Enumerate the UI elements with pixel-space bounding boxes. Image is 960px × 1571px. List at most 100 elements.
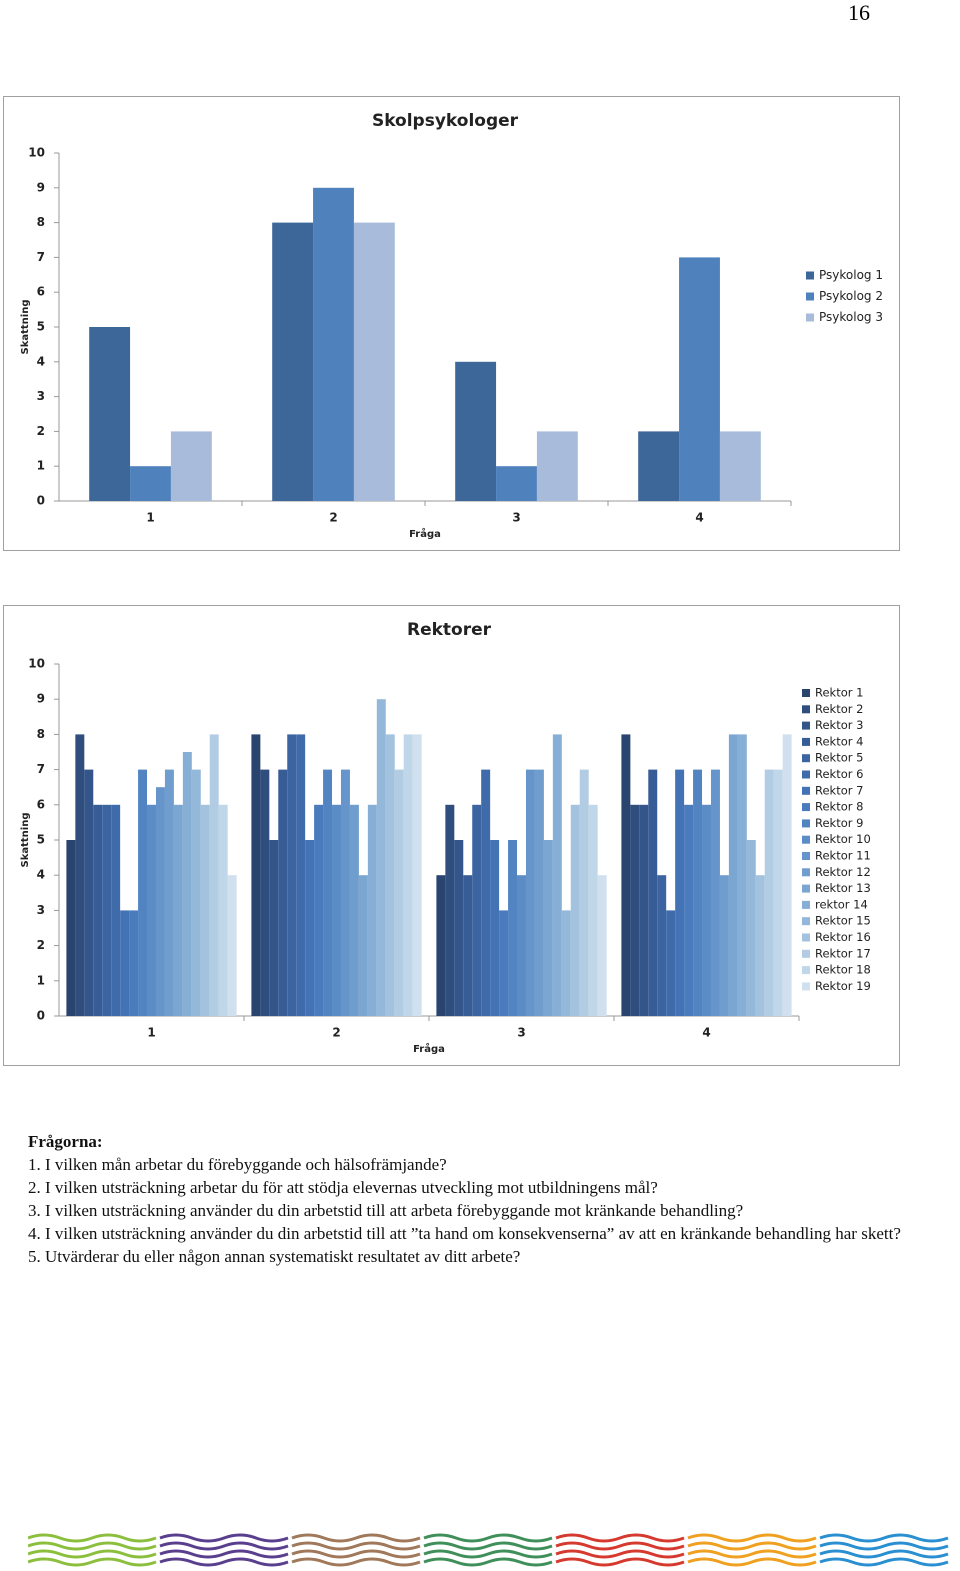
question: 1. I vilken mån arbetar du förebyggande … xyxy=(28,1155,447,1174)
legend-swatch xyxy=(802,949,810,958)
legend-label: Rektor 6 xyxy=(815,767,863,781)
bar xyxy=(173,804,183,1016)
y-tick-label: 4 xyxy=(37,354,45,368)
bar xyxy=(588,804,598,1016)
bar xyxy=(597,875,607,1016)
bar xyxy=(782,734,792,1016)
bar xyxy=(313,187,354,502)
legend-swatch xyxy=(802,803,810,812)
x-tick-label: 4 xyxy=(695,511,703,525)
bar xyxy=(353,222,395,501)
x-tick-label: 4 xyxy=(702,1026,710,1040)
bar xyxy=(496,466,537,501)
y-tick-label: 10 xyxy=(28,146,45,160)
bar xyxy=(130,466,171,501)
bar xyxy=(155,787,165,1016)
legend-swatch xyxy=(802,737,810,746)
legend-label: Rektor 7 xyxy=(815,783,863,797)
bar xyxy=(227,875,237,1016)
bar xyxy=(89,327,131,501)
y-tick-label: 8 xyxy=(37,727,45,741)
legend-swatch xyxy=(802,982,810,991)
legend-label: Rektor 2 xyxy=(815,702,863,716)
y-tick-label: 10 xyxy=(28,657,45,671)
legend-swatch xyxy=(802,770,810,779)
bar xyxy=(561,910,571,1016)
legend-label: Rektor 19 xyxy=(815,979,871,993)
legend-swatch xyxy=(802,933,810,942)
bar xyxy=(638,431,680,501)
bar xyxy=(75,734,85,1016)
y-axis-label: Skattning xyxy=(20,813,31,868)
wave-group xyxy=(28,1533,950,1567)
bar xyxy=(129,910,139,1016)
x-axis-label: Fråga xyxy=(409,527,441,540)
bar xyxy=(272,222,314,501)
chart-title: Skolpsykologer xyxy=(372,111,519,131)
bar xyxy=(445,804,455,1016)
y-axis-label: Skattning xyxy=(20,300,31,355)
legend-swatch xyxy=(802,884,810,893)
x-tick-label: 3 xyxy=(517,1026,525,1040)
legend-swatch xyxy=(802,689,810,697)
bar xyxy=(394,769,404,1016)
y-tick-label: 5 xyxy=(37,833,45,847)
bar xyxy=(102,804,112,1016)
bar xyxy=(218,804,228,1016)
y-tick-label: 5 xyxy=(37,320,45,334)
bar xyxy=(648,769,658,1016)
y-tick-label: 1 xyxy=(37,973,45,987)
legend-swatch xyxy=(806,271,814,280)
y-tick-label: 0 xyxy=(37,1009,45,1023)
bar xyxy=(147,804,156,1016)
legend-label: Rektor 9 xyxy=(815,816,863,830)
y-tick-label: 0 xyxy=(37,494,45,508)
bar xyxy=(621,734,631,1016)
bar xyxy=(455,361,497,501)
legend-label: Rektor 16 xyxy=(815,930,871,944)
y-tick-label: 4 xyxy=(37,868,45,882)
bar xyxy=(191,769,201,1016)
page-number: 16 xyxy=(848,0,870,25)
bar xyxy=(164,769,174,1016)
question: 2. I vilken utsträckning arbetar du för … xyxy=(28,1178,658,1197)
chart-frame: Skolpsykologer Skattning Fråga 0 1 2 3 4 5 6 7 8 9 10… xyxy=(3,96,900,551)
y-tick-label: 8 xyxy=(37,215,45,229)
bar xyxy=(630,804,640,1016)
bar xyxy=(675,769,685,1016)
bar xyxy=(525,769,535,1016)
legend-label: Rektor 15 xyxy=(815,914,871,928)
x-tick-label: 1 xyxy=(147,1026,155,1040)
questions-heading: Frågorna: xyxy=(28,1132,103,1151)
legend-label: Rektor 18 xyxy=(815,963,871,977)
bar xyxy=(552,734,562,1016)
bar xyxy=(138,769,148,1016)
bar xyxy=(773,769,783,1016)
legend-label: Rektor 12 xyxy=(815,865,871,879)
bar xyxy=(111,804,121,1016)
x-axis-label: Fråga xyxy=(413,1042,445,1055)
bar xyxy=(693,769,703,1016)
question: 5. Utvärderar du eller någon annan syste… xyxy=(28,1247,521,1266)
legend-label: Psykolog 1 xyxy=(819,268,883,282)
bar xyxy=(305,840,315,1016)
bar xyxy=(278,769,288,1016)
y-tick-label: 3 xyxy=(37,389,45,403)
bar xyxy=(454,840,464,1016)
legend-swatch xyxy=(802,852,810,860)
legend-label: Rektor 3 xyxy=(815,718,863,732)
bar xyxy=(403,734,413,1016)
y-tick-label: 6 xyxy=(37,285,45,299)
bar xyxy=(340,769,350,1016)
bar xyxy=(579,769,589,1016)
bar xyxy=(728,734,738,1016)
bar xyxy=(746,840,756,1016)
x-tick-label: 2 xyxy=(332,1026,340,1040)
bar xyxy=(436,875,446,1016)
legend-swatch xyxy=(806,292,814,301)
bar xyxy=(332,804,341,1016)
legend-label: Rektor 4 xyxy=(815,734,863,748)
y-tick-label: 1 xyxy=(37,459,45,473)
legend-label: Rektor 17 xyxy=(815,946,871,960)
